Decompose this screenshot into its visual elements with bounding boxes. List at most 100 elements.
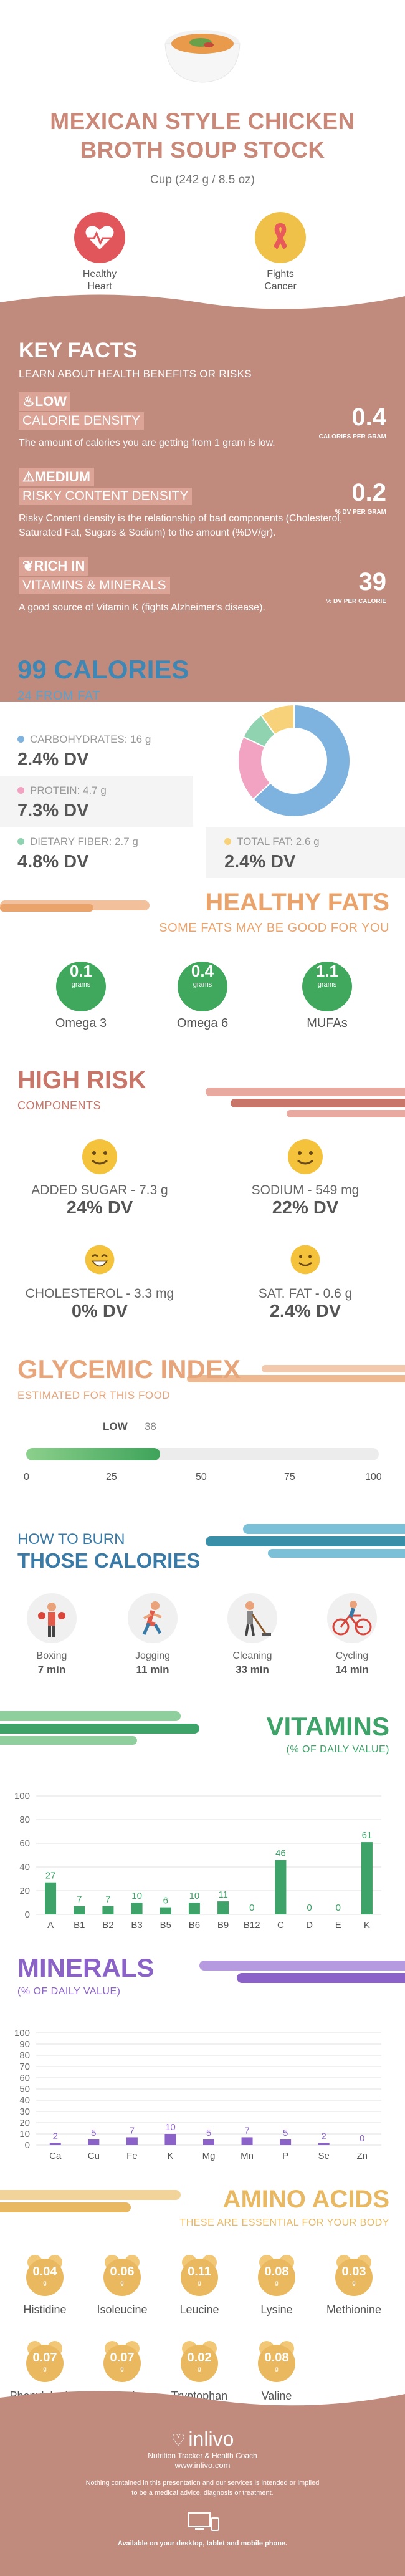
leaf-icon: ❦ [22, 558, 34, 574]
y-tick-label: 60 [19, 2073, 30, 2083]
amino-value: 0.04 [32, 2265, 57, 2279]
fact-value: 0.2 [351, 479, 386, 506]
bar-value-label: 0 [360, 2133, 364, 2144]
fact-category: CALORIE DENSITY [19, 412, 145, 430]
section-divider [206, 1088, 405, 1117]
x-tick-label: C [277, 1920, 284, 1931]
bar-value-label: 7 [244, 2125, 249, 2136]
amino-name: Valine [261, 2390, 292, 2402]
legend-dot [17, 787, 24, 794]
amino-acid-item: 0.08 g Valine [239, 2338, 314, 2403]
fact-description: The amount of calories you are getting f… [19, 438, 275, 448]
amino-acid-item: 0.04 g Histidine [7, 2252, 82, 2317]
nutrient-fat: TOTAL FAT: 2.6 g 2.4% DV [206, 827, 405, 878]
benefit-fights-cancer: Fights Cancer [231, 212, 330, 293]
glycemic-subtitle: ESTIMATED FOR THIS FOOD [17, 1389, 171, 1401]
benefit-label-2: Heart [87, 281, 112, 292]
key-facts-title: KEY FACTS [19, 339, 138, 362]
glycemic-track [26, 1448, 379, 1460]
risk-label: ADDED SUGAR - 7.3 g [31, 1183, 168, 1197]
nutrient-label: PROTEIN: 4.7 g [30, 784, 107, 796]
risk-dv: 24% DV [66, 1198, 133, 1218]
footer-available: Available on your desktop, tablet and mo… [117, 2540, 288, 2547]
fat-label: Omega 3 [55, 1016, 107, 1030]
tick-label: 0 [24, 1472, 29, 1482]
benefit-label-1: Fights [267, 269, 294, 279]
minerals-subtitle: (% OF DAILY VALUE) [17, 1986, 121, 1997]
bar [88, 2139, 100, 2145]
y-tick-label: 40 [19, 1862, 30, 1873]
y-tick-label: 90 [19, 2039, 30, 2050]
bar-value-label: 10 [189, 1891, 200, 1901]
amino-badge: 0.02 g [177, 2338, 222, 2383]
nutrient-label: CARBOHYDRATES: 16 g [30, 733, 151, 745]
key-facts-section: KEY FACTS LEARN ABOUT HEALTH BENEFITS OR… [0, 294, 405, 702]
activity-name: Jogging [135, 1651, 171, 1661]
amino-unit: g [198, 2366, 201, 2373]
x-tick-label: B2 [102, 1920, 113, 1931]
bar-value-label: 5 [91, 2128, 96, 2138]
jogging-icon [128, 1593, 178, 1643]
x-tick-label: E [335, 1920, 341, 1931]
section-divider [199, 1961, 405, 1983]
burn-title-1: HOW TO BURN [17, 1531, 125, 1548]
brand-name: inlivo [188, 2428, 234, 2450]
bar-value-label: 10 [131, 1891, 142, 1901]
healthy-fats-subtitle: SOME FATS MAY BE GOOD FOR YOU [159, 921, 389, 935]
amino-acid-item: 0.03 g Methionine [317, 2252, 391, 2317]
x-tick-label: Cu [88, 2151, 100, 2161]
nutrient-protein: PROTEIN: 4.7 g 7.3% DV [0, 776, 193, 827]
bar-value-label: 10 [165, 2122, 176, 2133]
amino-value: 0.07 [110, 2351, 135, 2365]
minerals-title: MINERALS [17, 1953, 155, 1982]
nutrient-label: DIETARY FIBER: 2.7 g [30, 836, 138, 847]
section-divider [187, 1365, 405, 1382]
activity-time: 14 min [335, 1664, 369, 1676]
bar [318, 2143, 330, 2145]
donut-slice-carbohydrates [252, 703, 351, 818]
nutrient-carbohydrates: CARBOHYDRATES: 16 g 2.4% DV [12, 725, 206, 776]
y-tick-label: 20 [19, 2118, 30, 2128]
x-tick-label: B5 [160, 1920, 171, 1931]
amino-acid-item: 0.11 g Leucine [162, 2252, 237, 2317]
fat-label: MUFAs [307, 1016, 348, 1030]
glycemic-ticks: 0 25 50 75 100 [24, 1472, 382, 1484]
x-tick-label: P [282, 2151, 288, 2161]
heart-pulse-icon [74, 212, 125, 263]
risk-label: SODIUM - 549 mg [251, 1183, 360, 1197]
bar-value-label: 0 [307, 1903, 312, 1913]
x-tick-label: Ca [49, 2151, 62, 2161]
activity-cycling: Cycling 14 min [318, 1593, 386, 1676]
footer: ♡ inlivo Nutrition Tracker & Health Coac… [0, 2391, 405, 2576]
amino-badge: 0.11 g [177, 2252, 222, 2297]
amino-value: 0.03 [341, 2265, 366, 2279]
risk-dv: 22% DV [272, 1198, 339, 1218]
bar [45, 1882, 57, 1914]
footer-disclaimer-2: to be a medical advice, diagnosis or tre… [131, 2489, 274, 2497]
amino-value: 0.08 [264, 2265, 289, 2279]
x-tick-label: B12 [244, 1920, 260, 1931]
y-tick-label: 50 [19, 2084, 30, 2095]
fact-value: 39 [358, 568, 387, 596]
amino-unit: g [43, 2280, 47, 2287]
key-facts-subtitle: LEARN ABOUT HEALTH BENEFITS OR RISKS [19, 368, 252, 380]
x-tick-label: Zn [356, 2151, 368, 2161]
amino-name: Methionine [326, 2303, 382, 2316]
y-tick-label: 30 [19, 2106, 30, 2117]
nutrient-dv: 2.4% DV [224, 852, 296, 872]
amino-value: 0.02 [187, 2351, 212, 2365]
calories-subtitle: 24 FROM FAT [17, 689, 100, 703]
x-tick-label: A [47, 1920, 54, 1931]
bar-value-label: 46 [275, 1848, 286, 1859]
fat-unit: grams [317, 981, 337, 988]
bar-value-label: 5 [206, 2128, 211, 2138]
amino-acid-item: 0.02 g Tryptophan [162, 2338, 237, 2403]
smiley-icon [288, 1139, 323, 1174]
y-tick-label: 20 [19, 1886, 30, 1896]
burn-title-2: THOSE CALORIES [17, 1549, 201, 1572]
bar [131, 1903, 143, 1914]
tick-label: 50 [196, 1472, 207, 1482]
amino-badge: 0.04 g [22, 2252, 67, 2297]
bar [126, 2137, 138, 2145]
y-tick-label: 0 [25, 1909, 30, 1920]
